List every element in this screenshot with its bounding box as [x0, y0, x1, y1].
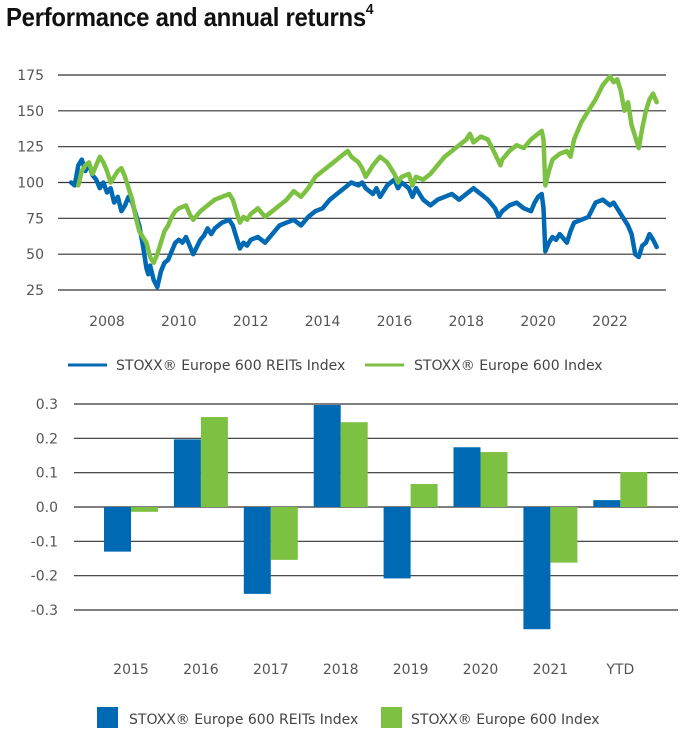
line-chart-series: [68, 74, 659, 290]
bar-reits-2021: [523, 507, 551, 630]
y-tick-label: 0.1: [36, 466, 58, 482]
x-tick-label: 2020: [463, 662, 499, 678]
legend-label-stoxx: STOXX® Europe 600 Index: [414, 358, 603, 374]
annual-returns-bar-chart: 0.30.20.10.0-0.1-0.2-0.3 2015 2016 2017 201…: [31, 397, 678, 728]
y-tick-label: -0.2: [31, 569, 58, 585]
bar-reits-2017: [243, 507, 271, 594]
page-title: Performance and annual returns4: [6, 1, 374, 33]
title-footnote: 4: [365, 1, 374, 19]
x-tick-label: 2016: [377, 314, 413, 330]
x-tick-label: 2022: [592, 314, 628, 330]
legend-square-swatch-stoxx: [381, 707, 402, 728]
legend-label-reits: STOXX® Europe 600 REITs Index: [129, 712, 358, 728]
bar-stoxx-2020: [480, 452, 508, 507]
y-tick-label: 125: [17, 140, 44, 156]
bar-chart-gridlines: [74, 403, 678, 611]
x-tick-label: 2016: [183, 662, 219, 678]
bar-stoxx-ytd: [620, 471, 648, 507]
title-text: Performance and annual returns: [6, 2, 366, 32]
series-line-reits: [68, 157, 659, 290]
x-tick-label: YTD: [605, 662, 634, 678]
bar-reits-2020: [453, 447, 481, 507]
line-chart-x-axis: 2008 2010 2012 2014 2016 2018 2020 2022: [89, 314, 628, 330]
bar-reits-ytd: [593, 500, 621, 507]
y-tick-label: -0.3: [31, 603, 58, 619]
y-tick-label: 50: [26, 247, 44, 263]
bar-chart-y-axis: 0.3 0.2 0.1 0.0 -0.1 -0.2 -0.3: [31, 397, 58, 619]
x-tick-label: 2008: [89, 314, 125, 330]
y-tick-label: 0.2: [36, 431, 58, 447]
y-tick-label: 0.3: [36, 397, 58, 413]
bar-stoxx-2016: [200, 417, 228, 507]
x-tick-label: 2018: [448, 314, 484, 330]
x-tick-label: 2018: [323, 662, 359, 678]
x-tick-label: 2020: [520, 314, 556, 330]
bar-reits-2019: [383, 507, 411, 579]
line-chart-y-axis: 175 150 125 100 75 50 25: [17, 68, 44, 299]
bar-stoxx-2015: [131, 507, 158, 512]
bar-stoxx-2018: [340, 422, 368, 507]
bar-reits-2015: [104, 507, 131, 552]
legend-label-stoxx: STOXX® Europe 600 Index: [411, 712, 600, 728]
bar-chart-x-axis: 2015 2016 2017 2018 2019 2020 2021 YTD: [113, 662, 634, 678]
x-tick-label: 2019: [393, 662, 429, 678]
y-tick-label: 100: [17, 176, 44, 192]
legend-label-reits: STOXX® Europe 600 REITs Index: [116, 358, 345, 374]
bar-stoxx-2017: [270, 507, 298, 560]
y-tick-label: 150: [17, 104, 44, 120]
y-tick-label: 175: [17, 68, 44, 84]
x-tick-label: 2015: [113, 662, 149, 678]
x-tick-label: 2012: [233, 314, 269, 330]
bar-reits-2016: [173, 439, 201, 507]
legend-square-swatch-reits: [97, 707, 118, 728]
bar-stoxx-2021: [550, 507, 578, 563]
line-chart-legend: STOXX® Europe 600 REITs Index STOXX® Eur…: [68, 358, 603, 374]
y-tick-label: 25: [26, 283, 44, 299]
y-tick-label: 75: [26, 211, 44, 227]
x-tick-label: 2017: [253, 662, 289, 678]
y-tick-label: -0.1: [31, 534, 58, 550]
bar-stoxx-2019: [410, 483, 438, 507]
y-tick-label: 0.0: [36, 500, 58, 516]
x-tick-label: 2014: [305, 314, 341, 330]
bar-chart-legend: STOXX® Europe 600 REITs Index STOXX® Eur…: [97, 707, 600, 728]
bar-reits-2018: [313, 405, 341, 507]
x-tick-label: 2021: [533, 662, 569, 678]
bar-chart-bars: [104, 405, 648, 630]
x-tick-label: 2010: [161, 314, 197, 330]
series-line-stoxx: [76, 74, 659, 266]
